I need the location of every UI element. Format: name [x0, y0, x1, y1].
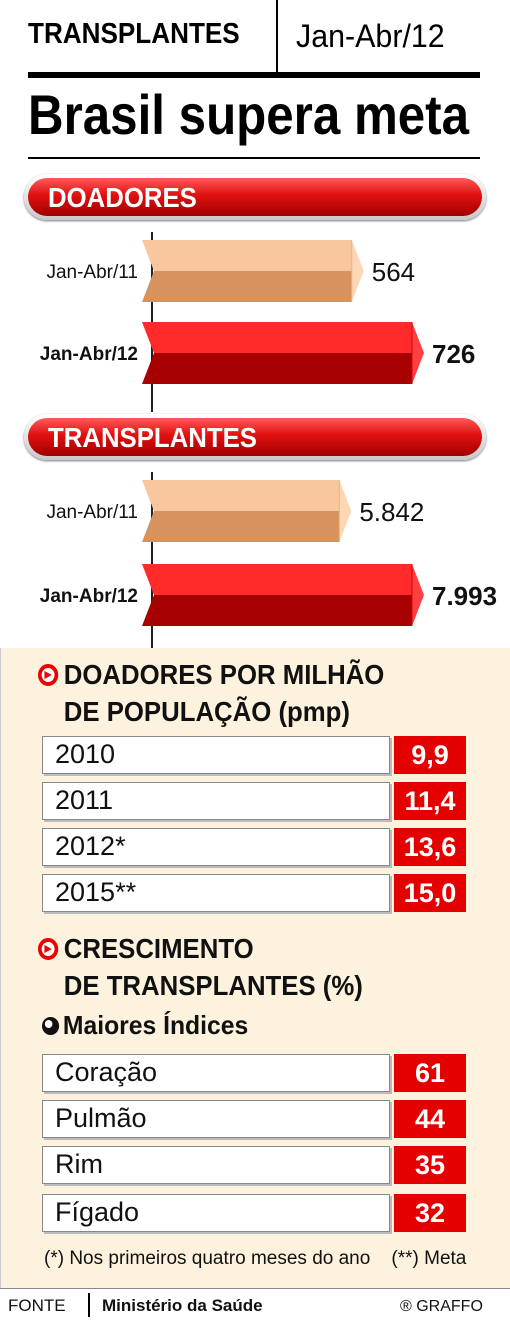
chart-title: DOADORES	[48, 182, 197, 213]
growth-subtitle: Maiores Índices	[42, 1010, 248, 1041]
row-label: Rim	[55, 1149, 103, 1179]
row-value: 9,9	[394, 736, 466, 774]
row-label: 2012*	[55, 831, 126, 861]
header-rule	[28, 72, 480, 78]
growth-title-line1: CRESCIMENTO	[63, 933, 254, 964]
pmp-title: DOADORES POR MILHÃO DE POPULAÇÃO (pmp)	[38, 656, 384, 730]
row-value: 15,0	[394, 874, 466, 912]
growth-row: Rim 35	[42, 1146, 468, 1184]
value-label: 564	[372, 257, 415, 287]
growth-row: Coração 61	[42, 1054, 468, 1092]
value-label: 726	[432, 339, 475, 369]
category-label: Jan-Abr/11	[46, 262, 138, 283]
header-divider	[276, 0, 278, 72]
row-value: 35	[394, 1146, 466, 1184]
credit: ® GRAFFO	[400, 1298, 483, 1315]
growth-title: CRESCIMENTO DE TRANSPLANTES (%)	[38, 930, 363, 1004]
footer: FONTE Ministério da Saúde ® GRAFFO	[0, 1288, 510, 1321]
bar	[142, 564, 424, 626]
pmp-title-line1: DOADORES POR MILHÃO	[63, 659, 385, 690]
transplantes-banner: TRANSPLANTES	[24, 414, 486, 460]
doadores-chart: Jan-Abr/11 564 Jan-Abr/12 726	[40, 232, 475, 412]
category-label: Jan-Abr/11	[46, 502, 138, 523]
pmp-row: 2015** 15,0	[42, 874, 468, 912]
bar	[142, 322, 424, 384]
headline: Brasil supera meta	[28, 83, 470, 146]
pmp-title-line2: DE POPULAÇÃO (pmp)	[63, 696, 350, 727]
growth-row: Fígado 32	[42, 1194, 468, 1232]
row-value: 13,6	[394, 828, 466, 866]
bar	[142, 480, 352, 542]
growth-title-line2: DE TRANSPLANTES (%)	[63, 970, 363, 1001]
row-label: Pulmão	[55, 1103, 147, 1133]
footer-divider	[88, 1293, 90, 1317]
radio-dot-icon	[42, 1017, 60, 1035]
transplantes-chart: Jan-Abr/11 5.842 Jan-Abr/12 7.993	[40, 472, 497, 648]
bar	[142, 240, 364, 302]
category-label: Jan-Abr/12	[40, 344, 138, 365]
row-label: 2010	[55, 739, 116, 769]
pmp-row: 2012* 13,6	[42, 828, 468, 866]
pmp-row: 2010 9,9	[42, 736, 468, 774]
row-label: Fígado	[55, 1197, 140, 1227]
fonte-label: FONTE	[8, 1296, 66, 1315]
row-label: 2011	[55, 785, 114, 815]
growth-subtitle-text: Maiores Índices	[62, 1010, 249, 1040]
growth-row: Pulmão 44	[42, 1100, 468, 1138]
row-value: 61	[394, 1054, 466, 1092]
arrow-circle-icon	[38, 938, 59, 960]
category-label: Jan-Abr/12	[40, 586, 138, 607]
arrow-circle-icon	[38, 664, 59, 686]
row-value: 11,4	[394, 782, 466, 820]
chart-title: TRANSPLANTES	[48, 422, 257, 453]
period-label: Jan-Abr/12	[296, 18, 445, 54]
footnote: (*) Nos primeiros quatro meses do ano (*…	[44, 1248, 467, 1269]
doadores-banner: DOADORES	[24, 174, 486, 220]
kicker: TRANSPLANTES	[28, 18, 240, 50]
pmp-row: 2011 11,4	[42, 782, 468, 820]
headline-rule	[28, 157, 480, 159]
row-label: 2015**	[55, 877, 137, 907]
value-label: 5.842	[359, 497, 424, 527]
value-label: 7.993	[432, 581, 497, 611]
row-value: 44	[394, 1100, 466, 1138]
source-name: Ministério da Saúde	[102, 1296, 263, 1315]
header: TRANSPLANTES Jan-Abr/12	[28, 0, 480, 72]
row-label: Coração	[55, 1057, 158, 1087]
row-value: 32	[394, 1194, 466, 1232]
